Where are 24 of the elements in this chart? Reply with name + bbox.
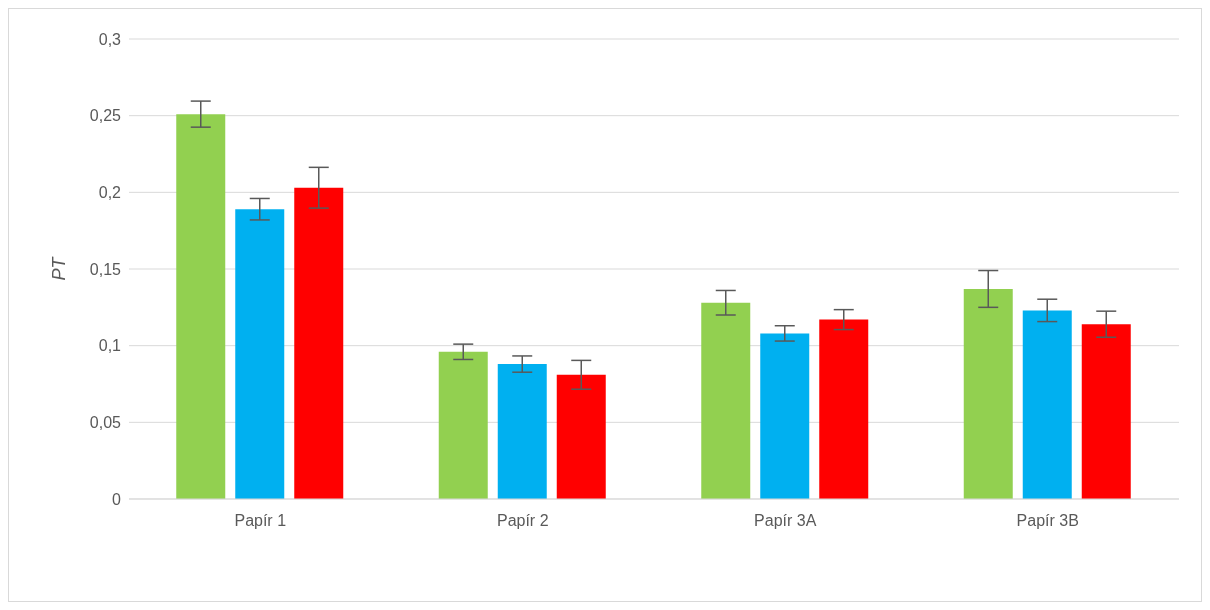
y-tick-label: 0,15 bbox=[89, 260, 122, 278]
y-tick-label: 0,1 bbox=[98, 337, 122, 355]
y-axis-title: PT bbox=[49, 255, 70, 281]
y-tick-label: 0,3 bbox=[98, 30, 122, 48]
bar bbox=[819, 319, 869, 499]
x-tick-label: Papír 1 bbox=[234, 512, 287, 530]
y-tick-label: 0,05 bbox=[89, 414, 122, 432]
bar bbox=[556, 374, 606, 499]
x-tick-label: Papír 2 bbox=[496, 512, 549, 530]
y-tick-label: 0,2 bbox=[98, 184, 122, 202]
bar bbox=[1081, 324, 1131, 499]
y-tick-label: 0 bbox=[112, 490, 122, 508]
bar bbox=[701, 302, 751, 499]
bar bbox=[1022, 310, 1072, 499]
bar bbox=[438, 351, 488, 499]
bar bbox=[497, 364, 547, 499]
bar bbox=[760, 333, 810, 499]
y-tick-label: 0,25 bbox=[89, 107, 122, 125]
bar bbox=[235, 209, 285, 499]
bar bbox=[176, 114, 226, 499]
x-tick-label: Papír 3B bbox=[1016, 512, 1079, 530]
bar bbox=[963, 288, 1013, 499]
bar bbox=[294, 187, 344, 499]
x-tick-label: Papír 3A bbox=[754, 512, 817, 530]
